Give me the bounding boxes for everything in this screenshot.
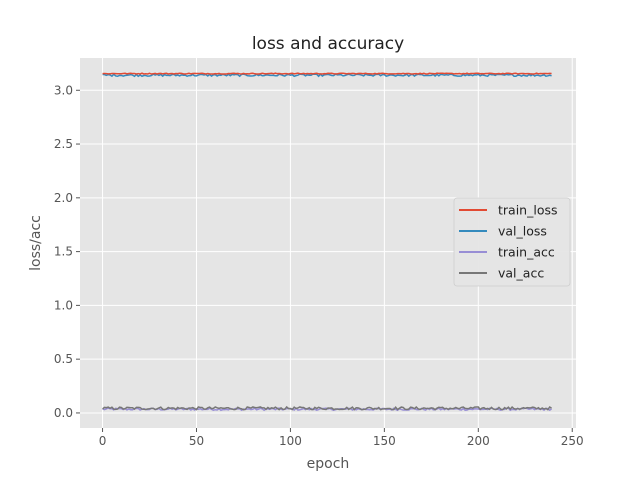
legend-label-val-acc: val_acc: [498, 266, 544, 281]
x-tick-label: 0: [99, 434, 107, 448]
axis-ticks: 0 50 100 150 200 250 0.0 0.5 1.0 1.5 2.0 2.5 3.0: [54, 83, 584, 448]
x-tick-label: 100: [279, 434, 302, 448]
x-tick-label: 250: [561, 434, 584, 448]
legend-label-val-loss: val_loss: [498, 224, 547, 239]
x-tick-label: 200: [467, 434, 490, 448]
series-line-train-loss: [102, 72, 552, 75]
x-axis-label: epoch: [307, 456, 350, 472]
y-tick-label: 1.0: [54, 298, 73, 312]
x-tick-label: 150: [373, 434, 396, 448]
chart-title: loss and accuracy: [252, 34, 404, 54]
y-tick-label: 1.5: [54, 245, 73, 259]
x-tick-label: 50: [189, 434, 204, 448]
y-tick-label: 2.0: [54, 191, 73, 205]
y-tick-label: 2.5: [54, 137, 73, 151]
legend-box: [453, 197, 571, 287]
legend-label-train-acc: train_acc: [498, 245, 555, 260]
y-tick-label: 0.0: [54, 406, 73, 420]
series-lines: [102, 72, 553, 412]
y-tick-label: 0.5: [54, 352, 73, 366]
legend: train_loss val_loss train_acc val_acc: [453, 197, 571, 287]
legend-label-train-loss: train_loss: [498, 203, 558, 218]
series-line-val-loss: [102, 73, 552, 78]
y-axis-label: loss/acc: [28, 215, 44, 271]
y-tick-label: 3.0: [54, 83, 73, 97]
series-line-val-acc: [102, 405, 552, 411]
